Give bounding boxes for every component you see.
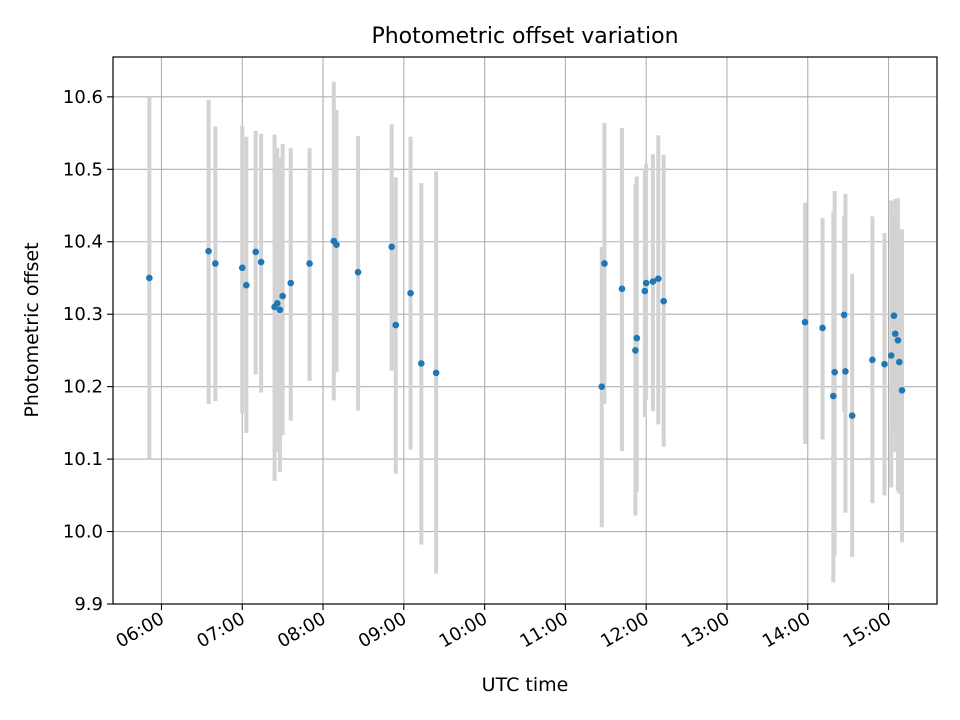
data-point [632,347,639,354]
y-tick-label: 10.3 [63,304,103,325]
x-tick-label: 08:00 [274,608,329,652]
data-point [869,356,876,364]
data-point [633,334,641,342]
data-point [848,412,856,419]
x-tick-label: 12:00 [597,608,652,652]
data-points [146,237,906,419]
data-point [273,300,281,307]
x-axis-label: UTC time [482,674,569,696]
data-point [641,287,649,295]
data-point [819,324,826,332]
data-point [649,278,657,285]
data-point [432,369,440,377]
error-bars [147,81,904,583]
y-tick-label: 10.4 [63,232,103,253]
data-point [146,274,153,282]
x-axis-ticks: 06:00 07:00 08:00 09:00 10:00 11:00 12:00 13:00… [113,604,895,652]
data-point [279,292,286,300]
y-tick-label: 10.0 [63,522,103,543]
x-tick-label: 09:00 [355,608,410,652]
y-tick-label: 9.9 [74,594,103,615]
data-point [242,281,250,289]
data-point [801,318,809,326]
data-point [831,368,838,376]
data-point [306,260,313,267]
chart-title: Photometric offset variation [371,24,678,49]
x-tick-label: 11:00 [516,608,571,652]
x-tick-label: 15:00 [840,608,895,652]
data-point [238,264,246,272]
data-point [887,352,895,359]
y-tick-label: 10.5 [63,159,103,180]
data-point [842,368,849,375]
x-tick-label: 13:00 [678,608,733,652]
data-point [252,248,260,256]
data-point [881,360,888,368]
data-point [890,312,898,319]
plot-frame [112,56,938,605]
x-tick-label: 14:00 [759,608,814,652]
y-tick-label: 10.1 [63,449,103,470]
data-point [212,260,219,267]
grid [113,57,937,605]
x-tick-label: 06:00 [113,608,168,652]
data-point [660,297,667,305]
y-axis-label: Photometric offset [21,242,43,417]
data-point [894,336,902,344]
data-point [830,392,837,400]
data-point [392,321,400,329]
data-point [642,279,650,287]
data-point [287,279,295,287]
data-point [407,289,414,297]
data-point [276,306,284,314]
data-point [840,311,848,319]
y-tick-label: 10.2 [63,377,103,398]
data-point [898,386,906,394]
x-tick-label: 10:00 [436,608,491,652]
y-axis-ticks: 9.9 10.0 10.1 10.2 10.3 10.4 10.5 10.6 [63,87,113,615]
data-point [257,258,265,266]
data-point [418,360,425,367]
data-point [333,241,340,248]
x-tick-label: 07:00 [193,608,248,652]
data-point [618,285,626,293]
data-point [205,247,212,255]
data-point [388,243,396,251]
y-tick-label: 10.6 [63,87,103,108]
data-point [896,358,903,366]
data-point [601,260,608,267]
data-point [891,330,899,338]
data-point [598,383,606,390]
data-point [654,275,662,282]
data-point [354,268,362,276]
